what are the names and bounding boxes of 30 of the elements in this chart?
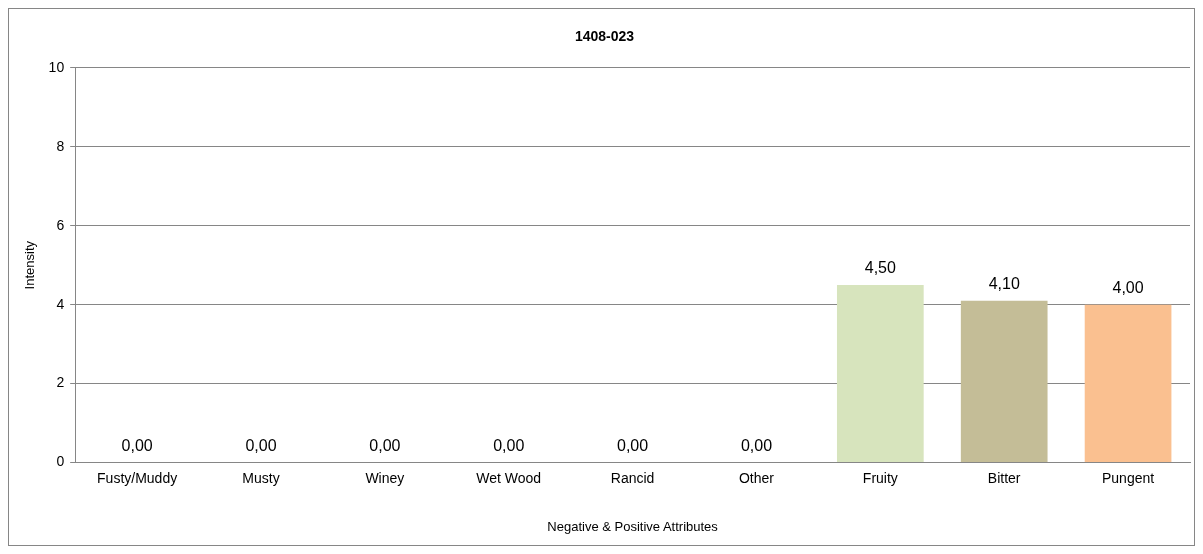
x-tick-label: Fusty/Muddy	[97, 469, 178, 486]
x-tick-label: Fruity	[862, 469, 898, 486]
data-label: 0,00	[121, 437, 153, 455]
data-label: 0,00	[740, 437, 773, 455]
bar	[1084, 304, 1172, 463]
y-tick-label: 0	[56, 453, 65, 470]
y-tick-label: 10	[48, 58, 65, 75]
chart-title: 1408-023	[574, 28, 635, 45]
data-label: 0,00	[617, 437, 649, 455]
x-tick-label: Other	[738, 469, 775, 486]
data-label: 0,00	[493, 437, 525, 455]
x-tick-label: Pungent	[1101, 469, 1155, 486]
data-label: 0,00	[245, 437, 277, 455]
data-label: 4,00	[1112, 279, 1144, 297]
y-tick-label: 8	[56, 137, 65, 154]
x-tick-label: Wet Wood	[476, 469, 542, 486]
y-tick-label: 2	[56, 374, 65, 391]
y-axis-title: Intensity	[22, 240, 38, 290]
data-label: 0,00	[369, 437, 401, 455]
x-tick-label: Bitter	[987, 469, 1021, 486]
x-tick-label: Winey	[365, 469, 405, 486]
y-tick-label: 4	[56, 295, 65, 312]
x-tick-label: Musty	[242, 469, 280, 486]
bar	[836, 284, 924, 463]
x-tick-label: Rancid	[610, 469, 655, 486]
y-tick-label: 6	[56, 216, 65, 233]
bar	[960, 300, 1048, 463]
x-axis-title: Negative & Positive Attributes	[547, 518, 719, 534]
data-label: 4,50	[864, 259, 896, 277]
data-label: 4,10	[988, 275, 1020, 293]
